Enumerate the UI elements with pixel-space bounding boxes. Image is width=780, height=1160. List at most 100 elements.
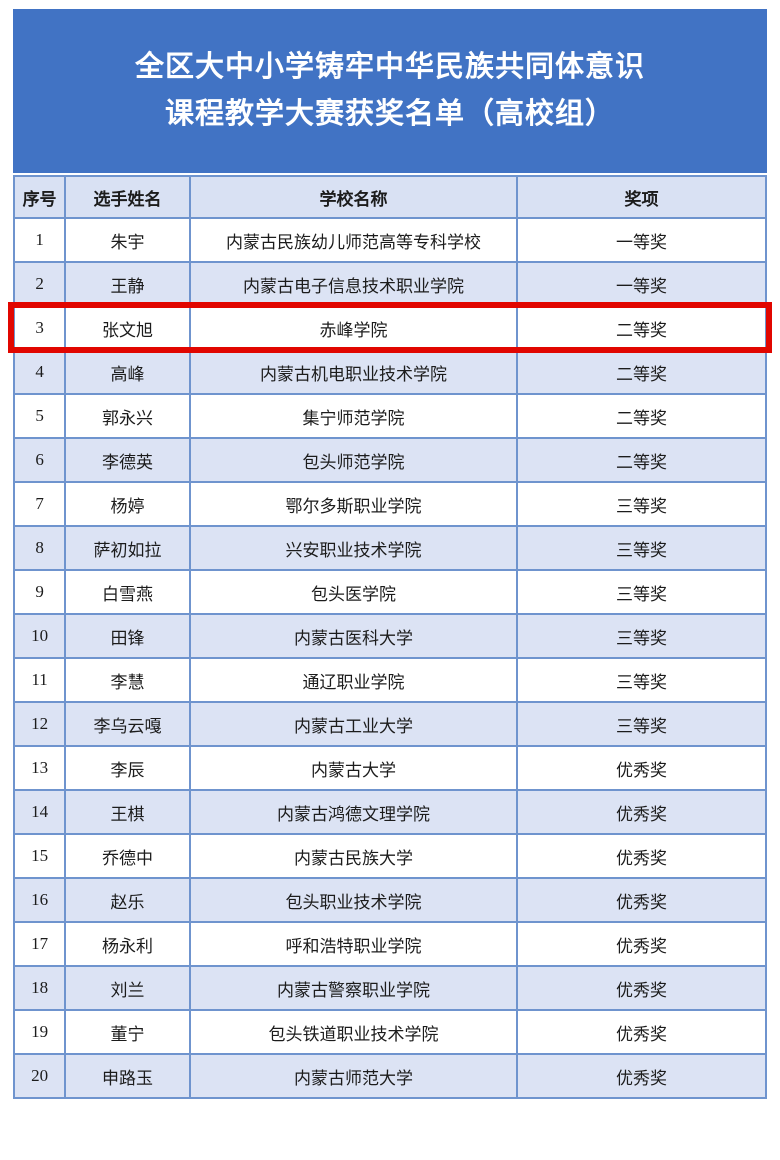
cell-school: 内蒙古警察职业学院 xyxy=(188,965,519,1011)
cell-no: 16 xyxy=(12,877,67,923)
header-row: 序号 选手姓名 学校名称 奖项 xyxy=(12,175,767,219)
cell-name: 董宁 xyxy=(64,1009,191,1055)
cell-award: 优秀奖 xyxy=(516,877,767,923)
cell-no: 4 xyxy=(12,349,67,395)
cell-award: 二等奖 xyxy=(516,393,767,439)
cell-no: 20 xyxy=(12,1053,67,1099)
column-header-no: 序号 xyxy=(12,175,67,219)
cell-no: 12 xyxy=(12,701,67,747)
cell-school: 赤峰学院 xyxy=(188,305,519,351)
table-row: 3 张文旭 赤峰学院 二等奖 xyxy=(12,305,767,351)
cell-no: 19 xyxy=(12,1009,67,1055)
cell-award: 优秀奖 xyxy=(516,921,767,967)
cell-no: 6 xyxy=(12,437,67,483)
cell-school: 内蒙古师范大学 xyxy=(188,1053,519,1099)
cell-award: 三等奖 xyxy=(516,481,767,527)
award-table: 序号 选手姓名 学校名称 奖项 1 朱宇 内蒙古民族幼儿师范高等专科学校 一等奖 2 王静 内蒙古… xyxy=(12,175,767,1099)
cell-award: 一等奖 xyxy=(516,217,767,263)
cell-name: 白雪燕 xyxy=(64,569,191,615)
table-row: 19 董宁 包头铁道职业技术学院 优秀奖 xyxy=(12,1009,767,1055)
cell-name: 杨婷 xyxy=(64,481,191,527)
cell-school: 内蒙古鸿德文理学院 xyxy=(188,789,519,835)
title-block: 全区大中小学铸牢中华民族共同体意识 课程教学大赛获奖名单（高校组） xyxy=(13,9,767,173)
cell-school: 包头师范学院 xyxy=(188,437,519,483)
cell-no: 3 xyxy=(12,305,67,351)
table-wrap: 序号 选手姓名 学校名称 奖项 1 朱宇 内蒙古民族幼儿师范高等专科学校 一等奖 2 王静 内蒙古… xyxy=(8,175,772,1099)
cell-award: 优秀奖 xyxy=(516,1053,767,1099)
column-header-school: 学校名称 xyxy=(188,175,519,219)
cell-school: 内蒙古工业大学 xyxy=(188,701,519,747)
table-row: 14 王棋 内蒙古鸿德文理学院 优秀奖 xyxy=(12,789,767,835)
cell-school: 兴安职业技术学院 xyxy=(188,525,519,571)
table-header: 序号 选手姓名 学校名称 奖项 xyxy=(12,175,767,219)
cell-no: 15 xyxy=(12,833,67,879)
cell-name: 萨初如拉 xyxy=(64,525,191,571)
cell-no: 5 xyxy=(12,393,67,439)
cell-name: 刘兰 xyxy=(64,965,191,1011)
cell-name: 高峰 xyxy=(64,349,191,395)
page-title-line2: 课程教学大赛获奖名单（高校组） xyxy=(164,98,615,130)
table-row: 18 刘兰 内蒙古警察职业学院 优秀奖 xyxy=(12,965,767,1011)
cell-no: 17 xyxy=(12,921,67,967)
cell-award: 优秀奖 xyxy=(516,965,767,1011)
cell-award: 二等奖 xyxy=(516,349,767,395)
cell-name: 杨永利 xyxy=(64,921,191,967)
cell-award: 优秀奖 xyxy=(516,789,767,835)
cell-no: 14 xyxy=(12,789,67,835)
table-row: 1 朱宇 内蒙古民族幼儿师范高等专科学校 一等奖 xyxy=(12,217,767,263)
cell-name: 乔德中 xyxy=(64,833,191,879)
cell-school: 鄂尔多斯职业学院 xyxy=(188,481,519,527)
cell-award: 一等奖 xyxy=(516,261,767,307)
cell-school: 内蒙古民族幼儿师范高等专科学校 xyxy=(188,217,519,263)
table-body: 1 朱宇 内蒙古民族幼儿师范高等专科学校 一等奖 2 王静 内蒙古电子信息技术职业学院 一等奖… xyxy=(12,217,767,1099)
cell-school: 内蒙古大学 xyxy=(188,745,519,791)
table-row: 4 高峰 内蒙古机电职业技术学院 二等奖 xyxy=(12,349,767,395)
cell-name: 田锋 xyxy=(64,613,191,659)
table-row: 11 李慧 通辽职业学院 三等奖 xyxy=(12,657,767,703)
table-row: 13 李辰 内蒙古大学 优秀奖 xyxy=(12,745,767,791)
table-row: 15 乔德中 内蒙古民族大学 优秀奖 xyxy=(12,833,767,879)
table-row: 5 郭永兴 集宁师范学院 二等奖 xyxy=(12,393,767,439)
cell-name: 郭永兴 xyxy=(64,393,191,439)
cell-school: 内蒙古电子信息技术职业学院 xyxy=(188,261,519,307)
cell-school: 包头铁道职业技术学院 xyxy=(188,1009,519,1055)
cell-name: 李慧 xyxy=(64,657,191,703)
cell-no: 13 xyxy=(12,745,67,791)
page-title-line1: 全区大中小学铸牢中华民族共同体意识 xyxy=(134,51,645,83)
table-row: 10 田锋 内蒙古医科大学 三等奖 xyxy=(12,613,767,659)
cell-award: 二等奖 xyxy=(516,437,767,483)
cell-name: 张文旭 xyxy=(64,305,191,351)
table-row: 2 王静 内蒙古电子信息技术职业学院 一等奖 xyxy=(12,261,767,307)
cell-name: 赵乐 xyxy=(64,877,191,923)
cell-school: 包头医学院 xyxy=(188,569,519,615)
table-row: 12 李乌云嘎 内蒙古工业大学 三等奖 xyxy=(12,701,767,747)
cell-award: 三等奖 xyxy=(516,657,767,703)
column-header-name: 选手姓名 xyxy=(64,175,191,219)
cell-school: 内蒙古机电职业技术学院 xyxy=(188,349,519,395)
cell-award: 三等奖 xyxy=(516,525,767,571)
cell-award: 优秀奖 xyxy=(516,1009,767,1055)
table-row: 8 萨初如拉 兴安职业技术学院 三等奖 xyxy=(12,525,767,571)
cell-no: 11 xyxy=(12,657,67,703)
table-row: 6 李德英 包头师范学院 二等奖 xyxy=(12,437,767,483)
table-row: 20 申路玉 内蒙古师范大学 优秀奖 xyxy=(12,1053,767,1099)
table-row: 9 白雪燕 包头医学院 三等奖 xyxy=(12,569,767,615)
cell-name: 朱宇 xyxy=(64,217,191,263)
cell-award: 优秀奖 xyxy=(516,833,767,879)
cell-no: 18 xyxy=(12,965,67,1011)
cell-no: 9 xyxy=(12,569,67,615)
cell-no: 1 xyxy=(12,217,67,263)
cell-name: 李辰 xyxy=(64,745,191,791)
cell-award: 三等奖 xyxy=(516,701,767,747)
table-row: 17 杨永利 呼和浩特职业学院 优秀奖 xyxy=(12,921,767,967)
cell-school: 内蒙古民族大学 xyxy=(188,833,519,879)
table-row: 7 杨婷 鄂尔多斯职业学院 三等奖 xyxy=(12,481,767,527)
cell-school: 通辽职业学院 xyxy=(188,657,519,703)
cell-name: 李德英 xyxy=(64,437,191,483)
cell-name: 申路玉 xyxy=(64,1053,191,1099)
cell-award: 三等奖 xyxy=(516,569,767,615)
cell-school: 集宁师范学院 xyxy=(188,393,519,439)
cell-no: 10 xyxy=(12,613,67,659)
cell-award: 优秀奖 xyxy=(516,745,767,791)
